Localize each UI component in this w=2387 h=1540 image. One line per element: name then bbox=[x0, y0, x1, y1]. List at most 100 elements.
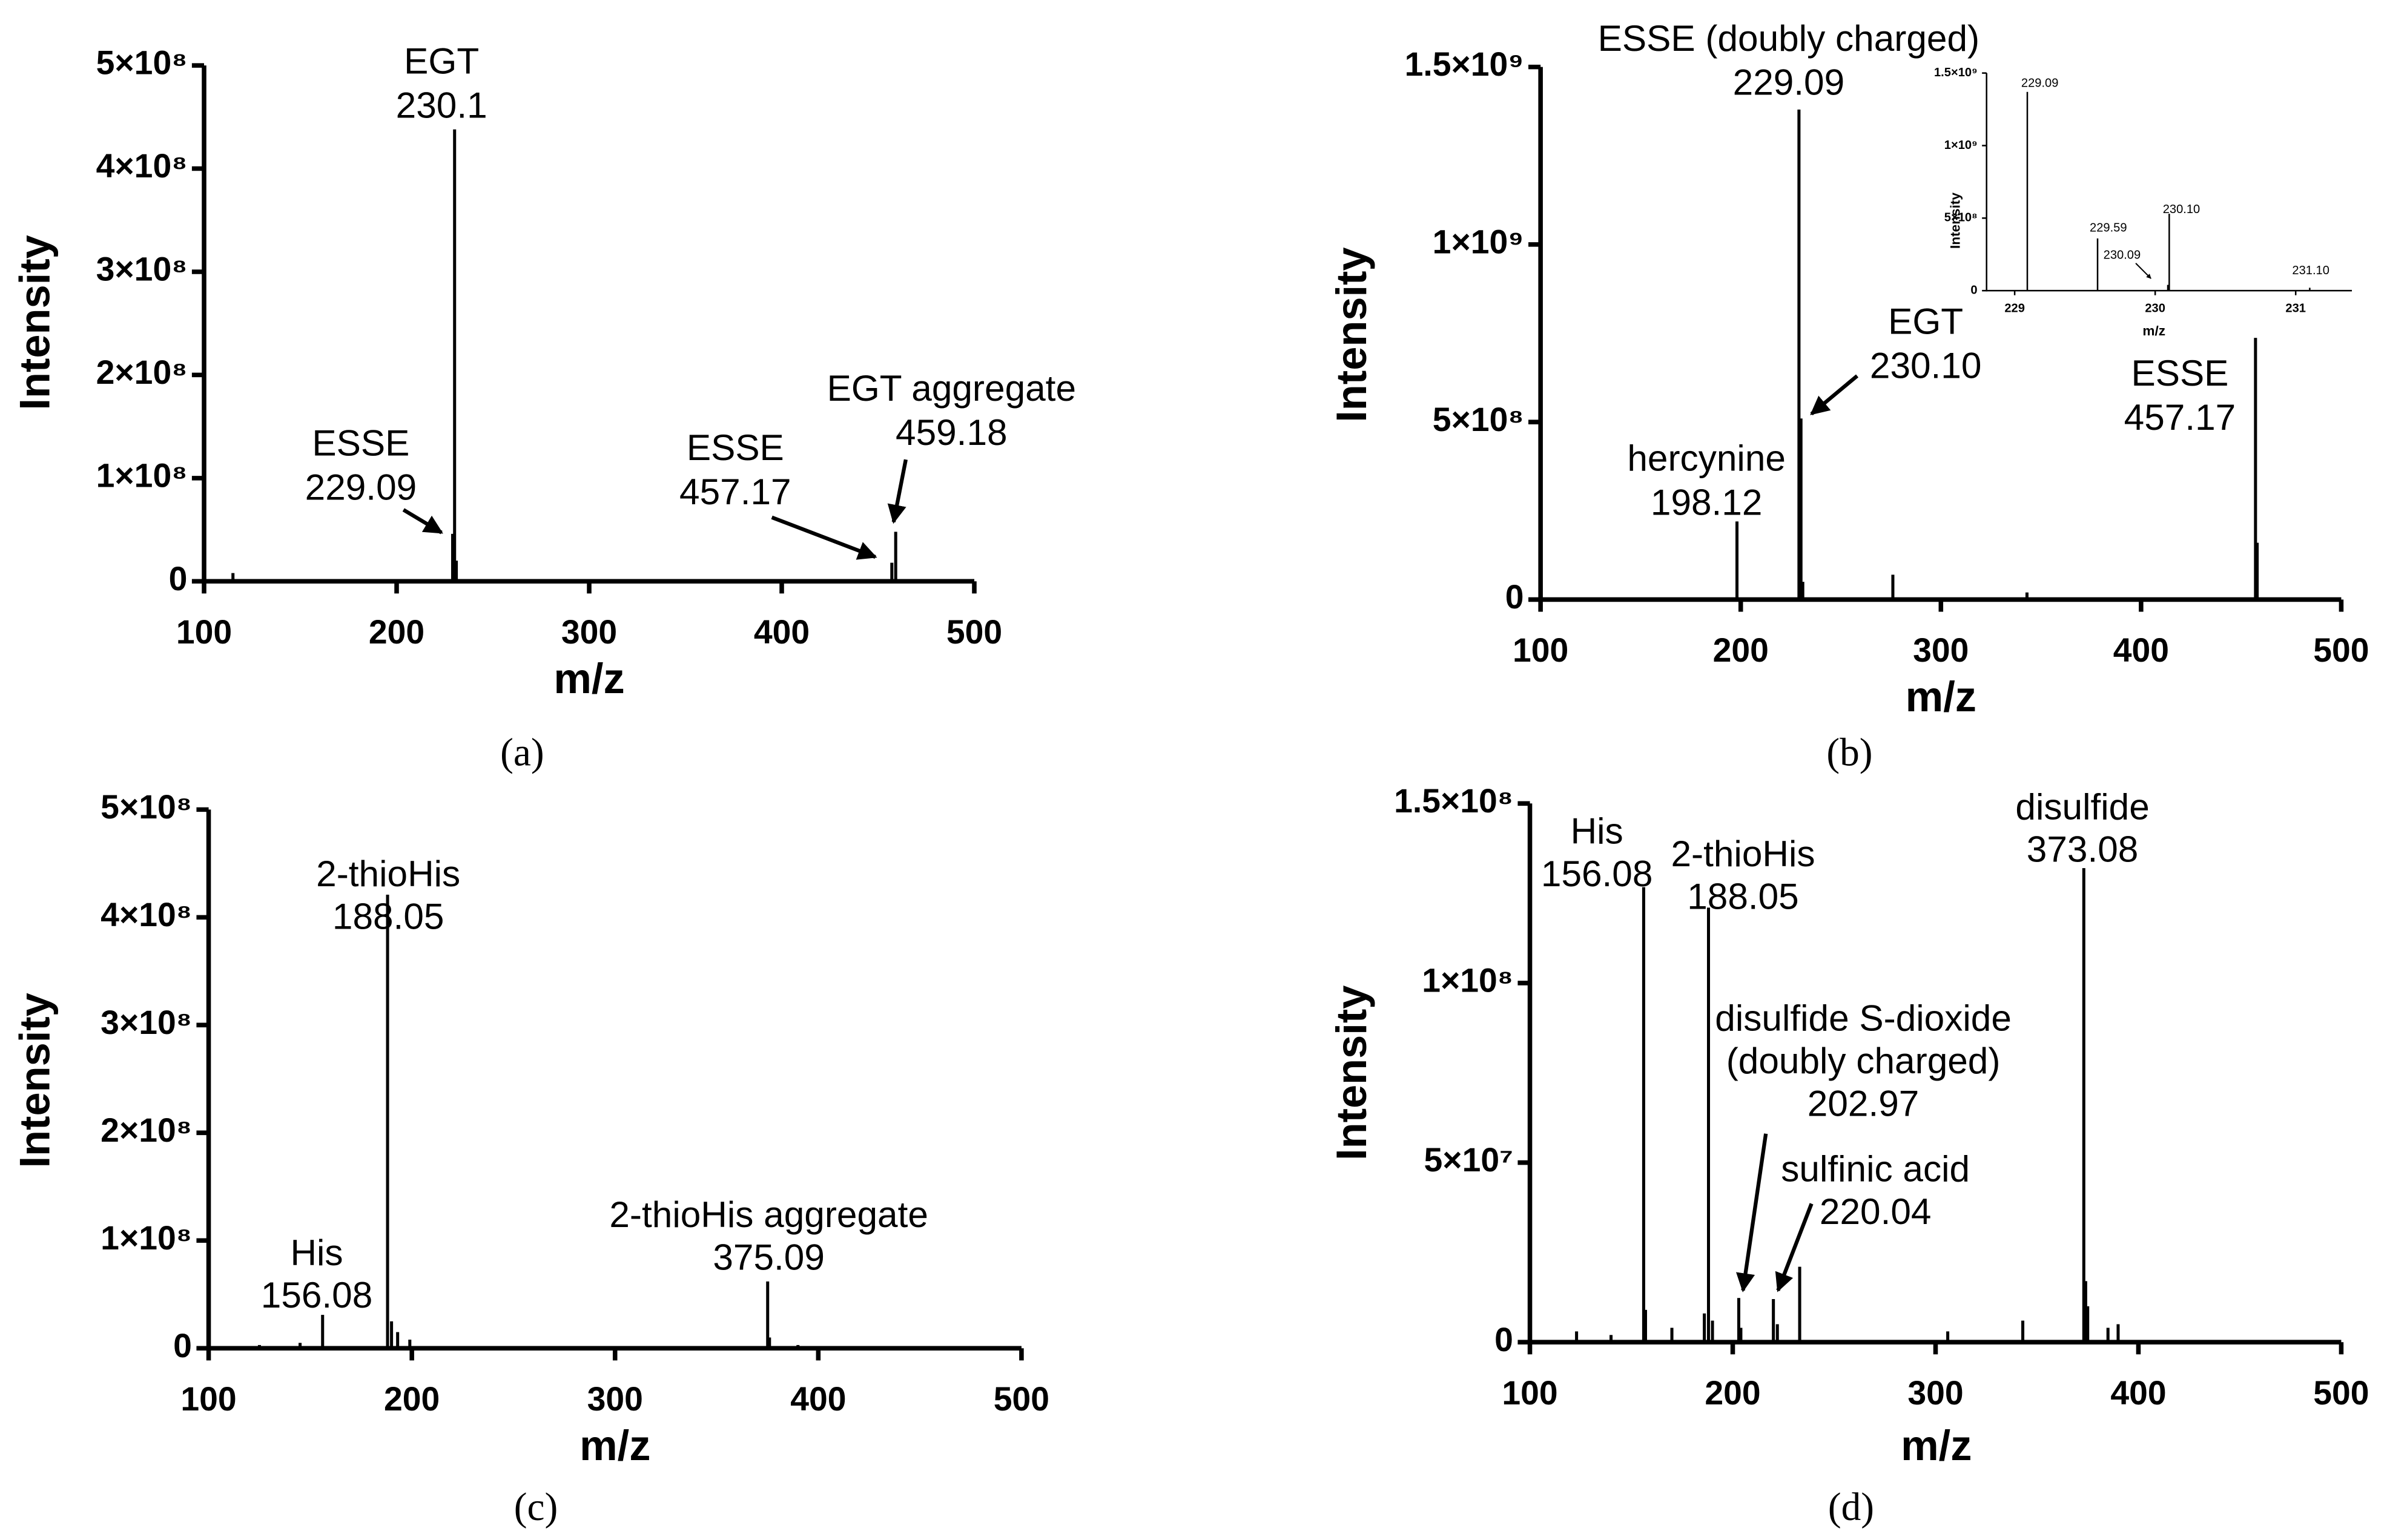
peak bbox=[1739, 1328, 1743, 1343]
y-tick-label: 5×10⁷ bbox=[1424, 1141, 1513, 1179]
panel-label: (c) bbox=[514, 1486, 558, 1529]
y-axis-label: Intensity bbox=[1327, 986, 1375, 1160]
peak bbox=[2082, 868, 2085, 1343]
peak bbox=[2086, 1306, 2090, 1343]
peak bbox=[1609, 1335, 1613, 1343]
y-tick-label: 5×10⁸ bbox=[96, 44, 188, 82]
peak bbox=[2096, 238, 2099, 291]
peak bbox=[299, 1343, 302, 1349]
peak bbox=[1775, 1324, 1779, 1343]
peak bbox=[408, 1340, 412, 1349]
annotation-arrow bbox=[1810, 374, 1859, 416]
x-tick-label: 200 bbox=[1713, 631, 1769, 669]
y-tick-label: 0 bbox=[173, 1327, 192, 1364]
peak bbox=[1575, 1331, 1579, 1343]
y-tick-label: 1×10⁸ bbox=[1422, 962, 1513, 999]
y-tick-label: 3×10⁸ bbox=[101, 1004, 192, 1041]
peak bbox=[1737, 1298, 1740, 1343]
y-tick-label: 3×10⁸ bbox=[96, 251, 188, 288]
annotation: 229.09 bbox=[305, 466, 417, 507]
peak bbox=[451, 533, 455, 582]
peak bbox=[2168, 214, 2170, 291]
x-tick-label: 229 bbox=[2004, 302, 2025, 315]
peak bbox=[396, 1332, 400, 1349]
x-tick-label: 100 bbox=[1513, 631, 1568, 669]
annotation: 457.17 bbox=[2124, 397, 2236, 438]
annotation: 188.05 bbox=[1687, 876, 1799, 917]
annotation: EGT aggregate bbox=[827, 367, 1076, 409]
peak bbox=[1643, 1309, 1648, 1343]
annotation: 2-thioHis bbox=[316, 853, 460, 894]
y-tick-label: 1×10⁹ bbox=[1944, 139, 1978, 152]
annotation: His bbox=[1571, 811, 1623, 852]
x-axis-label: m/z bbox=[2142, 323, 2165, 338]
annotation: ESSE bbox=[687, 427, 784, 468]
annotation: 229.59 bbox=[2090, 221, 2127, 234]
peak bbox=[1799, 418, 1803, 600]
annotation: 375.09 bbox=[713, 1236, 825, 1277]
x-tick-label: 300 bbox=[1913, 631, 1969, 669]
annotation: 230.1 bbox=[396, 84, 487, 125]
y-tick-label: 0 bbox=[1505, 578, 1524, 616]
peak bbox=[2256, 542, 2259, 600]
x-tick-label: 100 bbox=[1502, 1374, 1557, 1412]
peak bbox=[1772, 1299, 1775, 1343]
y-tick-label: 0 bbox=[1494, 1321, 1513, 1358]
x-tick-label: 231 bbox=[2285, 302, 2306, 315]
peak bbox=[2026, 91, 2029, 291]
annotation: 202.97 bbox=[1808, 1082, 1920, 1124]
y-tick-label: 1.5×10⁸ bbox=[1394, 782, 1513, 820]
y-tick-label: 1×10⁸ bbox=[96, 456, 188, 494]
x-tick-label: 100 bbox=[180, 1380, 236, 1418]
peak bbox=[453, 129, 457, 582]
peak bbox=[2021, 1320, 2025, 1343]
y-axis-label: Intensity bbox=[11, 993, 59, 1168]
peak bbox=[386, 894, 389, 1349]
y-tick-label: 5×10⁸ bbox=[101, 788, 192, 826]
peak bbox=[1946, 1331, 1950, 1343]
x-tick-label: 200 bbox=[384, 1380, 440, 1418]
peak bbox=[2254, 338, 2257, 600]
peak bbox=[1797, 109, 1801, 600]
annotation: 220.04 bbox=[1820, 1191, 1932, 1232]
y-axis-label: Intensity bbox=[11, 235, 59, 410]
peak bbox=[1642, 887, 1645, 1343]
annotation: 457.17 bbox=[679, 471, 791, 512]
annotation-arrow bbox=[771, 515, 877, 560]
peak bbox=[2309, 288, 2311, 291]
peak bbox=[2025, 592, 2029, 600]
annotation: 2-thioHis bbox=[1671, 833, 1815, 874]
annotation: 229.09 bbox=[1733, 62, 1845, 103]
annotation: EGT bbox=[1888, 300, 1963, 341]
x-tick-label: 100 bbox=[176, 613, 232, 651]
annotation-arrow bbox=[1736, 1133, 1768, 1292]
peak bbox=[1735, 521, 1739, 600]
peak bbox=[231, 573, 235, 582]
panel-label: (d) bbox=[1828, 1486, 1874, 1529]
x-tick-label: 300 bbox=[561, 613, 617, 651]
annotation-arrow bbox=[887, 459, 908, 524]
y-tick-label: 1.5×10⁹ bbox=[1934, 66, 1978, 79]
y-tick-label: 0 bbox=[1970, 283, 1977, 297]
x-axis-label: m/z bbox=[1906, 673, 1976, 720]
peak bbox=[1703, 1313, 1706, 1343]
panel-label: (b) bbox=[1826, 731, 1872, 774]
peak bbox=[1670, 1328, 1674, 1343]
annotation: 156.08 bbox=[1541, 853, 1653, 894]
annotation: (doubly charged) bbox=[1726, 1040, 2001, 1081]
peak bbox=[2106, 1328, 2110, 1343]
annotation-arrow bbox=[2135, 263, 2151, 279]
annotation: 230.10 bbox=[2163, 203, 2200, 216]
y-tick-label: 2×10⁸ bbox=[101, 1111, 192, 1149]
x-tick-label: 500 bbox=[2313, 631, 2369, 669]
y-tick-label: 4×10⁸ bbox=[101, 896, 192, 933]
annotation: sulfinic acid bbox=[1781, 1148, 1970, 1190]
peak bbox=[2084, 1281, 2087, 1343]
annotation-arrow bbox=[1775, 1203, 1814, 1292]
y-tick-label: 1×10⁹ bbox=[1433, 223, 1524, 260]
y-tick-label: 2×10⁸ bbox=[96, 354, 188, 391]
annotation-arrow bbox=[402, 508, 443, 535]
annotation: His bbox=[290, 1232, 343, 1273]
annotation: ESSE (doubly charged) bbox=[1598, 18, 1979, 59]
